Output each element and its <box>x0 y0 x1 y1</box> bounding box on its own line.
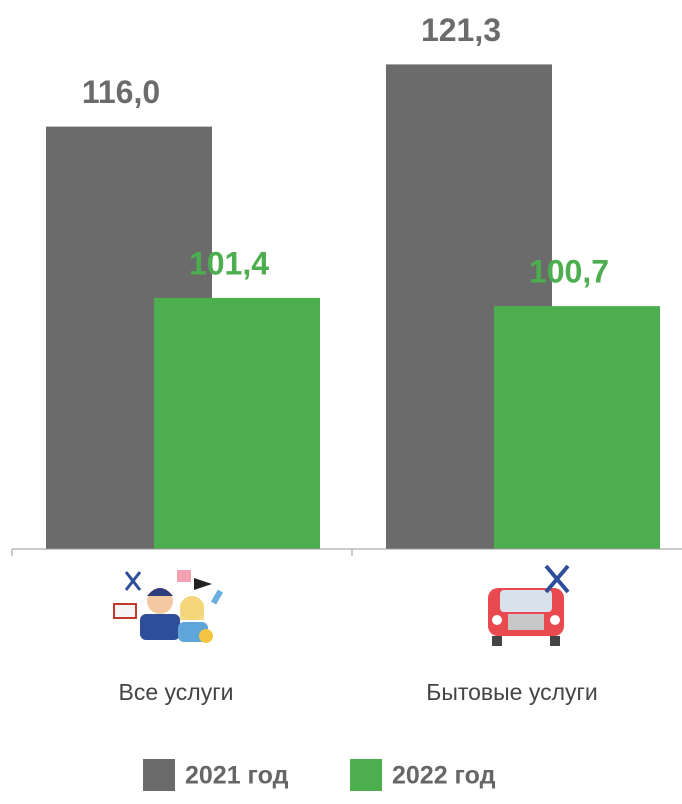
legend-label: 2021 год <box>185 762 289 790</box>
legend-swatch <box>143 759 175 791</box>
value-label: 101,4 <box>189 245 269 281</box>
household-icon <box>488 564 570 646</box>
bar <box>494 306 660 549</box>
legend-label: 2022 год <box>392 762 496 790</box>
value-label: 116,0 <box>82 74 160 110</box>
value-label: 121,3 <box>421 12 501 48</box>
bar <box>154 297 320 549</box>
legend-swatch <box>350 759 382 791</box>
value-label: 100,7 <box>529 254 609 290</box>
services-icon <box>113 570 224 643</box>
category-label: Все услуги <box>119 679 234 705</box>
category-label: Бытовые услуги <box>426 679 598 705</box>
